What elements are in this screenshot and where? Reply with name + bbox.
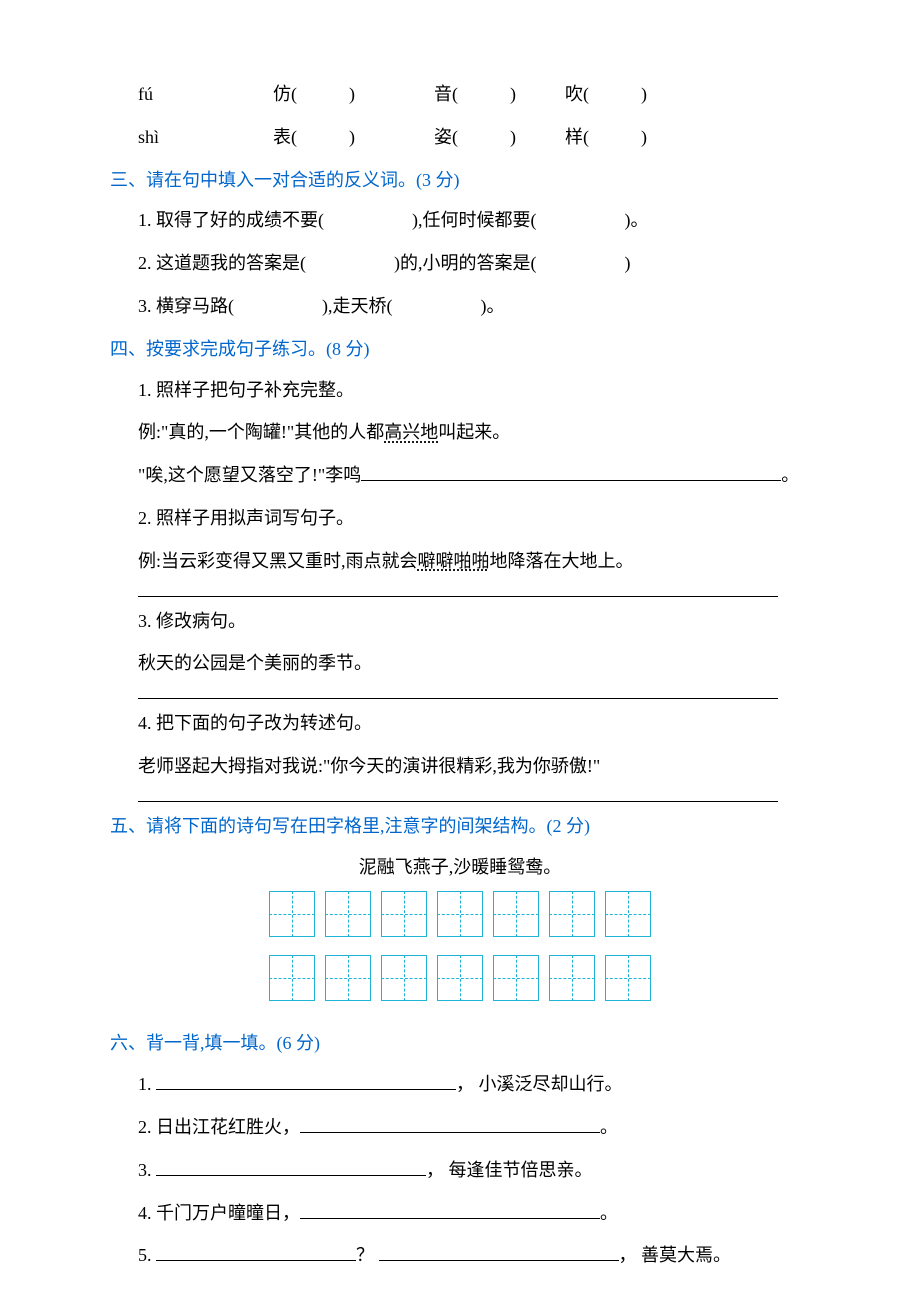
section-4-heading: 四、按要求完成句子练习。(8 分) (110, 335, 810, 364)
grid-row-2 (269, 955, 651, 1001)
section-3-heading: 三、请在句中填入一对合适的反义词。(3 分) (110, 166, 810, 195)
sec6-item-4: 4. 千门万户曈曈日，。 (110, 1199, 810, 1228)
sec4-4-title: 4. 把下面的句子改为转述句。 (110, 709, 810, 738)
sec4-2-title: 2. 照样子用拟声词写句子。 (110, 504, 810, 533)
blank-line[interactable] (300, 1132, 600, 1133)
sec4-2-example: 例:当云彩变得又黑又重时,雨点就会噼噼啪啪地降落在大地上。 (110, 547, 810, 576)
pinyin-row-fu: fú 仿() 音() 吹() (110, 80, 810, 109)
tianzige-cell[interactable] (549, 955, 595, 1001)
blank-line[interactable] (361, 480, 781, 481)
sec6-item-1: 1. ， 小溪泛尽却山行。 (110, 1070, 810, 1099)
pinyin-fu: fú (138, 80, 194, 109)
pinyin-row-shi: shì 表() 姿() 样() (110, 123, 810, 152)
sec4-1-prompt: "唉,这个愿望又落空了!"李鸣。 (110, 461, 810, 490)
tianzige-cell[interactable] (325, 891, 371, 937)
sec3-item-2: 2. 这道题我的答案是()的,小明的答案是() (110, 249, 810, 278)
sec4-1-example: 例:"真的,一个陶罐!"其他的人都高兴地叫起来。 (110, 418, 810, 447)
answer-line[interactable] (138, 698, 778, 699)
sec4-3-title: 3. 修改病句。 (110, 607, 810, 636)
worksheet-page: fú 仿() 音() 吹() shì 表() 姿() 样() 三、请在句中填入一… (110, 80, 810, 1270)
tianzige-cell[interactable] (493, 955, 539, 1001)
sec3-item-1: 1. 取得了好的成绩不要(),任何时候都要()。 (110, 206, 810, 235)
sec6-item-5: 5. ？ ， 善莫大焉。 (110, 1241, 810, 1270)
sec3-item-3: 3. 横穿马路(),走天桥()。 (110, 292, 810, 321)
tianzige-cell[interactable] (493, 891, 539, 937)
tianzige-grid (110, 891, 810, 1019)
blank-line[interactable] (156, 1089, 456, 1090)
blank-line[interactable] (379, 1260, 619, 1261)
tianzige-cell[interactable] (381, 955, 427, 1001)
blank-line[interactable] (300, 1218, 600, 1219)
grid-row-1 (269, 891, 651, 937)
answer-line[interactable] (138, 596, 778, 597)
tianzige-cell[interactable] (605, 891, 651, 937)
tianzige-cell[interactable] (605, 955, 651, 1001)
tianzige-cell[interactable] (269, 955, 315, 1001)
sec4-3-sentence: 秋天的公园是个美丽的季节。 (110, 649, 810, 678)
answer-line[interactable] (138, 801, 778, 802)
tianzige-cell[interactable] (381, 891, 427, 937)
sec4-1-title: 1. 照样子把句子补充完整。 (110, 376, 810, 405)
tianzige-cell[interactable] (325, 955, 371, 1001)
poetry-line: 泥融飞燕子,沙暖睡鸳鸯。 (110, 853, 810, 882)
sec4-4-sentence: 老师竖起大拇指对我说:"你今天的演讲很精彩,我为你骄傲!" (110, 752, 810, 781)
blank-line[interactable] (156, 1175, 426, 1176)
section-5-heading: 五、请将下面的诗句写在田字格里,注意字的间架结构。(2 分) (110, 812, 810, 841)
blank-line[interactable] (156, 1260, 356, 1261)
sec6-item-3: 3. ， 每逢佳节倍思亲。 (110, 1156, 810, 1185)
sec6-item-2: 2. 日出江花红胜火，。 (110, 1113, 810, 1142)
tianzige-cell[interactable] (437, 955, 483, 1001)
section-6-heading: 六、背一背,填一填。(6 分) (110, 1029, 810, 1058)
tianzige-cell[interactable] (437, 891, 483, 937)
tianzige-cell[interactable] (269, 891, 315, 937)
pinyin-shi: shì (138, 123, 194, 152)
tianzige-cell[interactable] (549, 891, 595, 937)
